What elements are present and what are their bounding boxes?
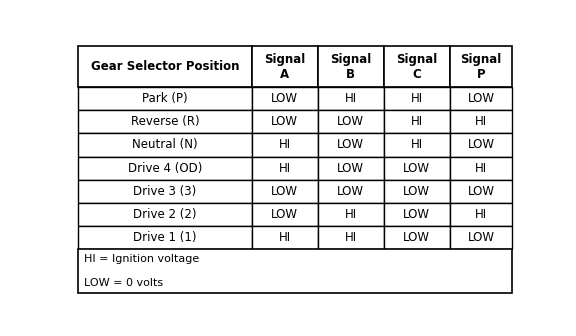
Bar	[450, 133, 512, 157]
Text: HI: HI	[411, 92, 423, 105]
Bar	[450, 46, 512, 87]
Text: HI: HI	[411, 115, 423, 128]
Bar	[450, 110, 512, 133]
Bar	[252, 46, 318, 87]
Bar	[252, 133, 318, 157]
Bar	[252, 203, 318, 226]
Text: Signal
B: Signal B	[330, 53, 372, 81]
Text: LOW: LOW	[271, 185, 298, 198]
Bar	[252, 110, 318, 133]
Bar	[318, 110, 384, 133]
Text: LOW: LOW	[468, 92, 494, 105]
Bar	[318, 87, 384, 110]
Bar	[450, 180, 512, 203]
Text: Neutral (N): Neutral (N)	[132, 138, 198, 152]
Bar	[78, 133, 252, 157]
Text: LOW: LOW	[403, 208, 430, 221]
Bar	[318, 180, 384, 203]
Bar	[78, 226, 252, 250]
Bar	[384, 203, 450, 226]
Bar	[384, 180, 450, 203]
Text: Drive 2 (2): Drive 2 (2)	[133, 208, 197, 221]
Text: LOW: LOW	[271, 92, 298, 105]
Bar	[78, 203, 252, 226]
Text: LOW: LOW	[338, 115, 364, 128]
Text: HI: HI	[475, 115, 487, 128]
Text: LOW: LOW	[468, 185, 494, 198]
Bar	[318, 157, 384, 180]
Text: Drive 1 (1): Drive 1 (1)	[133, 232, 197, 244]
Text: HI: HI	[475, 208, 487, 221]
Bar	[384, 133, 450, 157]
Text: LOW: LOW	[338, 185, 364, 198]
Text: Park (P): Park (P)	[142, 92, 188, 105]
Text: Signal
P: Signal P	[460, 53, 502, 81]
Text: LOW = 0 volts: LOW = 0 volts	[84, 278, 162, 288]
Text: HI: HI	[344, 232, 357, 244]
Bar	[78, 180, 252, 203]
Bar	[78, 110, 252, 133]
Bar	[318, 226, 384, 250]
Bar	[384, 226, 450, 250]
Text: LOW: LOW	[403, 185, 430, 198]
Text: HI: HI	[279, 162, 291, 175]
Bar	[252, 226, 318, 250]
Bar	[78, 87, 252, 110]
Bar	[78, 46, 252, 87]
Text: Drive 4 (OD): Drive 4 (OD)	[128, 162, 202, 175]
Text: HI: HI	[475, 162, 487, 175]
Text: HI: HI	[411, 138, 423, 152]
Bar	[252, 87, 318, 110]
Bar	[318, 133, 384, 157]
Bar	[78, 157, 252, 180]
Text: HI: HI	[279, 138, 291, 152]
Text: LOW: LOW	[468, 138, 494, 152]
Bar	[384, 87, 450, 110]
Text: HI: HI	[344, 208, 357, 221]
Text: HI = Ignition voltage: HI = Ignition voltage	[84, 254, 199, 264]
Text: Gear Selector Position: Gear Selector Position	[91, 60, 239, 73]
Text: Reverse (R): Reverse (R)	[131, 115, 199, 128]
Text: LOW: LOW	[403, 232, 430, 244]
Bar	[78, 250, 512, 293]
Bar	[252, 157, 318, 180]
Text: LOW: LOW	[271, 115, 298, 128]
Text: Signal
C: Signal C	[396, 53, 437, 81]
Text: LOW: LOW	[338, 138, 364, 152]
Bar	[318, 203, 384, 226]
Bar	[450, 157, 512, 180]
Text: HI: HI	[279, 232, 291, 244]
Bar	[450, 203, 512, 226]
Text: LOW: LOW	[403, 162, 430, 175]
Bar	[450, 226, 512, 250]
Bar	[318, 46, 384, 87]
Text: Signal
A: Signal A	[264, 53, 305, 81]
Text: HI: HI	[344, 92, 357, 105]
Text: LOW: LOW	[338, 162, 364, 175]
Bar	[450, 87, 512, 110]
Bar	[252, 180, 318, 203]
Bar	[384, 157, 450, 180]
Bar	[384, 110, 450, 133]
Bar	[384, 46, 450, 87]
Text: Drive 3 (3): Drive 3 (3)	[134, 185, 196, 198]
Text: LOW: LOW	[271, 208, 298, 221]
Text: LOW: LOW	[468, 232, 494, 244]
